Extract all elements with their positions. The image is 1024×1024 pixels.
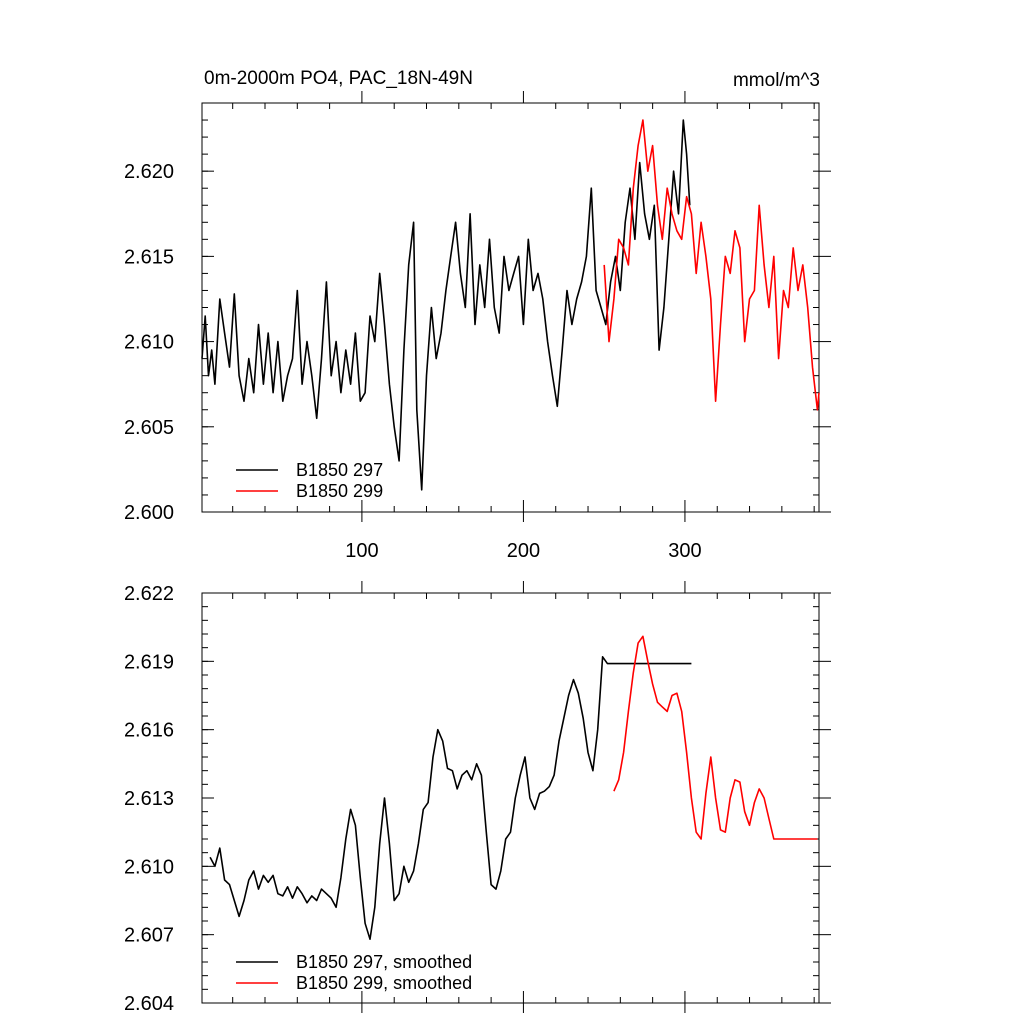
bottom-legend-label-297: B1850 297, smoothed	[296, 952, 472, 972]
top-ytick-label-3: 2.615	[124, 246, 174, 268]
bottom-panel: 2.604 2.607 2.610 2.613 2.616 2.619 2.622 B185…	[124, 581, 831, 1015]
top-ytick-label-0: 2.600	[124, 502, 174, 524]
bottom-series	[209, 635, 818, 940]
top-legend: B1850 297 B1850 299	[236, 460, 383, 501]
top-title-right: mmol/m^3	[733, 70, 820, 91]
bottom-ytick-label-5: 2.619	[124, 651, 174, 673]
top-xtick-label-300: 300	[668, 540, 701, 562]
bottom-ytick-label-4: 2.616	[124, 720, 174, 742]
top-xtick-label-100: 100	[345, 540, 378, 562]
top-ytick-label-1: 2.605	[124, 417, 174, 439]
top-plot-frame	[201, 102, 820, 513]
bottom-ytick-label-6: 2.622	[124, 583, 174, 605]
top-ticks: 100 200 300 2.600 2.605 2.610 2.615 2.620	[124, 91, 831, 562]
top-panel: 0m-2000m PO4, PAC_18N-49N mmol/m^3 100 20…	[124, 68, 831, 562]
top-legend-label-299: B1850 299	[296, 481, 383, 501]
top-ytick-label-4: 2.620	[124, 161, 174, 183]
bottom-ytick-label-2: 2.610	[124, 856, 174, 878]
bottom-series-line-0	[209, 656, 692, 940]
top-legend-label-297: B1850 297	[296, 460, 383, 480]
top-title-left: 0m-2000m PO4, PAC_18N-49N	[204, 68, 473, 89]
top-series-line-1	[603, 119, 820, 411]
bottom-legend: B1850 297, smoothed B1850 299, smoothed	[236, 952, 472, 993]
bottom-ytick-label-1: 2.607	[124, 925, 174, 947]
bottom-legend-label-299: B1850 299, smoothed	[296, 973, 472, 993]
bottom-plot-frame	[201, 592, 820, 1004]
top-series-line-0	[201, 119, 691, 491]
top-ytick-label-2: 2.610	[124, 332, 174, 354]
bottom-series-line-1	[613, 635, 818, 840]
bottom-ytick-label-0: 2.604	[124, 993, 174, 1015]
top-series	[201, 119, 820, 491]
bottom-ytick-label-3: 2.613	[124, 788, 174, 810]
top-xtick-label-200: 200	[507, 540, 540, 562]
bottom-ticks: 2.604 2.607 2.610 2.613 2.616 2.619 2.622	[124, 581, 831, 1015]
